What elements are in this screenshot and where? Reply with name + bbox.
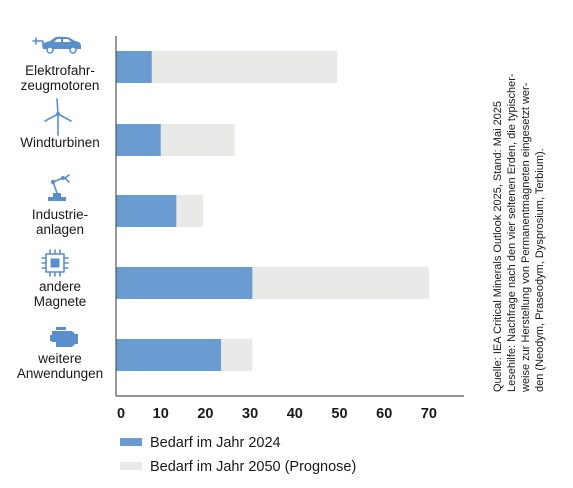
bar-2024-2 bbox=[116, 195, 177, 227]
category-label-2-line-1: anlagen bbox=[36, 222, 84, 237]
engine-icon bbox=[50, 327, 78, 347]
x-tick-label-10: 10 bbox=[153, 406, 169, 422]
category-label-4-line-1: Anwendungen bbox=[17, 366, 103, 381]
bar-2024-1 bbox=[116, 124, 161, 156]
x-tick-label-70: 70 bbox=[421, 406, 437, 422]
chip-icon bbox=[41, 249, 69, 277]
x-tick-label-30: 30 bbox=[242, 406, 258, 422]
x-tick-label-0: 0 bbox=[117, 406, 125, 422]
legend-swatch-2050 bbox=[120, 462, 142, 470]
source-note-line-3: weise zur Herstellung von Permanentmagne… bbox=[520, 82, 532, 393]
category-label-2-line-0: Industrie- bbox=[32, 207, 88, 222]
wind-turbine-icon bbox=[44, 98, 72, 136]
x-tick-label-60: 60 bbox=[376, 406, 392, 422]
source-note-line-2: Lesehilfe: Nachfrage nach den vier selte… bbox=[506, 73, 518, 392]
bar-2024-0 bbox=[116, 51, 152, 83]
bar-2024-3 bbox=[116, 267, 253, 299]
source-note-line-4: den (Neodym, Praseodym, Dysprosium, Terb… bbox=[534, 148, 546, 392]
category-label-3-line-0: andere bbox=[39, 279, 81, 294]
x-tick-label-20: 20 bbox=[197, 406, 213, 422]
legend-swatch-2024 bbox=[120, 438, 142, 446]
category-label-4-line-0: weitere bbox=[37, 351, 82, 366]
bar-2050-0 bbox=[116, 51, 338, 83]
x-tick-label-40: 40 bbox=[287, 406, 303, 422]
category-label-3-line-1: Magnete bbox=[34, 294, 87, 309]
x-axis-ticks: 0 10 20 30 40 50 60 70 bbox=[117, 406, 437, 422]
category-labels: Elektrofahr-zeugmotoren Windturbinen Indus… bbox=[17, 63, 103, 381]
legend-label-2024: Bedarf im Jahr 2024 bbox=[150, 435, 281, 451]
legend: Bedarf im Jahr 2024 Bedarf im Jahr 2050 … bbox=[120, 435, 356, 475]
category-label-0-line-1: zeugmotoren bbox=[21, 78, 100, 93]
x-tick-label-50: 50 bbox=[331, 406, 347, 422]
category-label-1-line-0: Windturbinen bbox=[20, 135, 100, 150]
source-note-line-1: Quelle: IEA Critical Minerals Outlook 20… bbox=[492, 101, 504, 392]
electric-car-icon bbox=[32, 36, 81, 54]
bar-2024-4 bbox=[116, 339, 222, 371]
source-note: Quelle: IEA Critical Minerals Outlook 20… bbox=[492, 73, 546, 393]
robot-arm-icon bbox=[48, 174, 70, 201]
legend-label-2050: Bedarf im Jahr 2050 (Prognose) bbox=[150, 459, 356, 475]
bars-layer bbox=[116, 51, 429, 371]
category-label-0-line-0: Elektrofahr- bbox=[25, 63, 95, 78]
